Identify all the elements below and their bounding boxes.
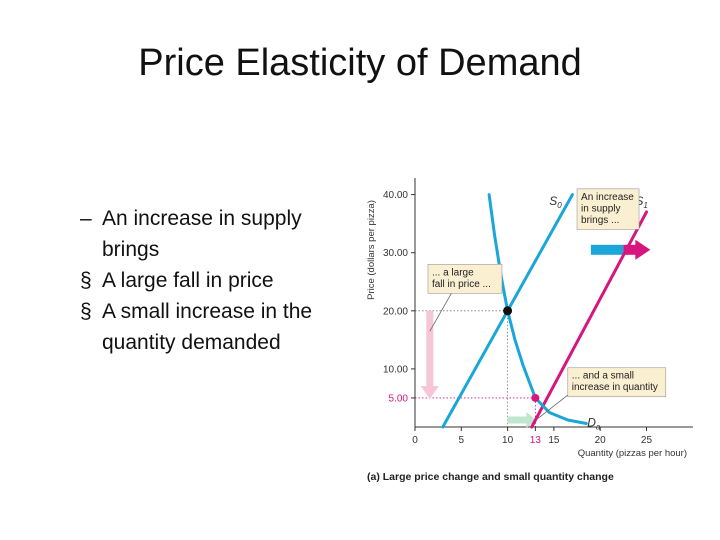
gridlines — [415, 310, 536, 427]
supply-shift-arrow-head — [635, 239, 651, 260]
equilibrium-points — [503, 306, 540, 402]
annotation-quantity-increase-text: increase in quantity — [572, 382, 658, 393]
series-label-s1-subscript: 1 — [643, 201, 647, 210]
x-tick-label: 15 — [548, 435, 560, 446]
bullet-marker: § — [80, 269, 92, 292]
supply-demand-chart: 5.00 10.00 20.00 30.00 40.00 0 5 10 13 15 20 25 Quan… — [355, 168, 705, 488]
bullet-marker: – — [80, 207, 92, 230]
shift-arrows — [420, 239, 651, 428]
bullet-list: – An increase in supply brings § A large… — [80, 203, 350, 358]
x-tick-label: 5 — [459, 435, 465, 446]
annotation-quantity-increase-box — [567, 367, 667, 398]
bullet-item: § A large fall in price — [80, 265, 350, 296]
chart-caption: (a) Large price change and small quantit… — [367, 471, 614, 483]
x-axis-label: Quantity (pizzas per hour) — [578, 448, 687, 459]
series-label-s0-subscript: 0 — [557, 201, 562, 210]
annotation-quantity-increase-text: ... and a small — [572, 371, 634, 382]
bullet-item: – An increase in supply brings — [80, 203, 350, 265]
annotation-price-fall-text: fall in price ... — [432, 279, 491, 290]
series-line-da — [487, 193, 588, 425]
quantity-increase-arrow-head — [526, 412, 537, 428]
annotation-supply-increase-text: An increase — [581, 192, 634, 203]
annotation-price-fall-text: ... a large — [432, 267, 474, 278]
quantity-increase-arrow-shaft — [507, 416, 528, 424]
y-tick-label: 10.00 — [383, 364, 408, 375]
y-tick-label: 30.00 — [383, 248, 408, 259]
annotation-price-fall-leader — [429, 292, 453, 332]
series-label-da: Da — [587, 415, 601, 431]
slide-title: Price Elasticity of Demand — [138, 42, 582, 84]
bullet-text: A small increase in the quantity demande… — [102, 300, 313, 354]
series-label-da-subscript: a — [596, 422, 601, 431]
equilibrium-point — [503, 306, 513, 316]
y-axis-label: Price (dollars per pizza) — [366, 200, 377, 300]
annotation-supply-increase-text: in supply — [581, 203, 620, 214]
equilibrium-point — [531, 393, 540, 402]
supply-shift-arrow-shaft — [590, 244, 624, 255]
bullet-marker: § — [80, 300, 92, 323]
x-tick-label: 25 — [641, 435, 653, 446]
bullet-item: § A small increase in the quantity deman… — [80, 296, 350, 358]
x-tick-label: 10 — [502, 435, 514, 446]
annotation-price-fall-box — [427, 264, 503, 294]
x-tick-label: 20 — [595, 435, 607, 446]
bullet-text: An increase in supply brings — [102, 207, 302, 261]
y-tick-label: 40.00 — [383, 190, 408, 201]
y-tick-label: 20.00 — [383, 306, 408, 317]
bullet-text: A large fall in price — [102, 269, 274, 292]
series-label-s0: S0 — [549, 194, 562, 210]
annotation-supply-increase-text: brings ... — [581, 215, 619, 226]
annotation-supply-increase-box — [576, 188, 640, 230]
series-line-s1 — [530, 210, 648, 429]
x-tick-label: 0 — [412, 435, 418, 446]
y-tick-label: 5.00 — [389, 393, 409, 404]
x-tick-label: 13 — [530, 435, 542, 446]
annotation-quantity-increase-leader — [537, 394, 569, 419]
price-fall-arrow-shaft — [426, 310, 434, 387]
supply-shift-arrow-shaft-end — [623, 244, 637, 255]
price-fall-arrow-head — [420, 385, 439, 399]
